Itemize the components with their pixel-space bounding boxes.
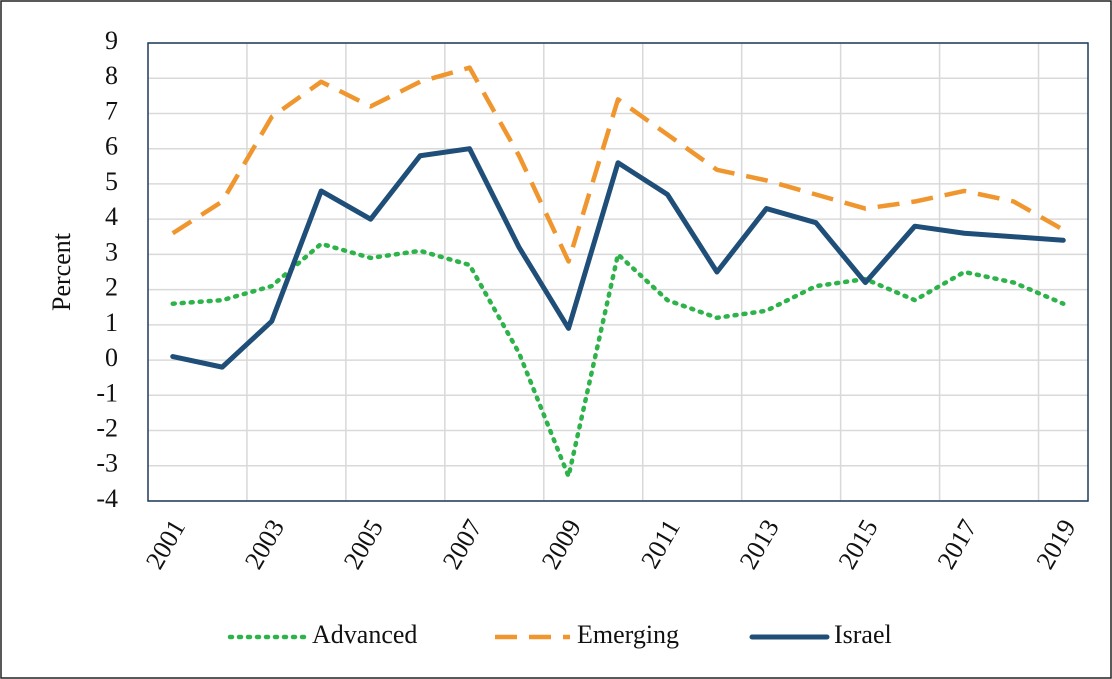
legend-label: Advanced [312, 620, 417, 649]
series-line [170, 241, 1066, 479]
y-tick-label: 9 [105, 26, 118, 55]
y-tick-label: 2 [105, 273, 118, 302]
legend-label: Israel [834, 620, 892, 649]
y-tick-label: 0 [105, 343, 118, 372]
series-line [171, 65, 1065, 264]
y-tick-label: -4 [96, 484, 118, 513]
y-tick-label: 5 [105, 167, 118, 196]
plot-border [147, 42, 1089, 502]
y-tick-label: -2 [96, 414, 118, 443]
y-tick-label: -1 [96, 378, 118, 407]
y-tick-label: -3 [96, 449, 118, 478]
y-tick-label: 3 [105, 237, 118, 266]
y-axis-label: Percent [47, 232, 76, 311]
y-tick-label: 6 [105, 132, 118, 161]
series-line [170, 146, 1066, 370]
y-tick-label: 1 [105, 308, 118, 337]
legend-label: Emerging [577, 620, 679, 649]
y-tick-label: 7 [105, 96, 118, 125]
y-tick-label: 8 [105, 61, 118, 90]
y-tick-label: 4 [105, 202, 118, 231]
